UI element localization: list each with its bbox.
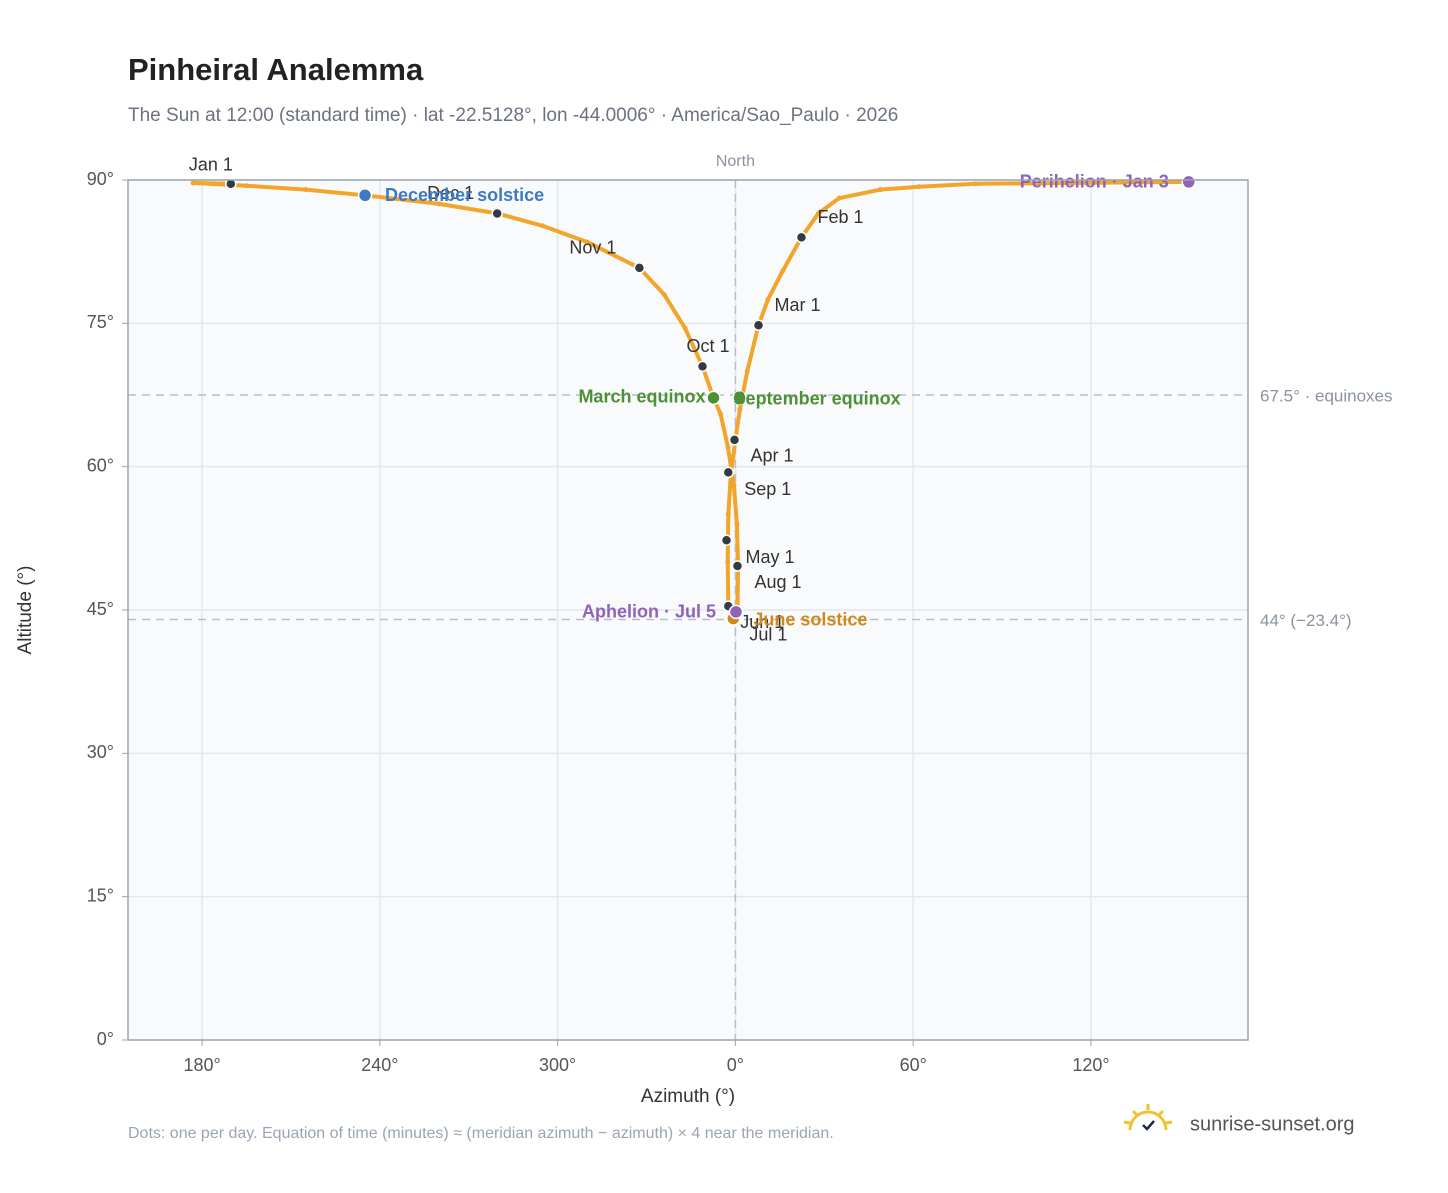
month-dot bbox=[225, 178, 237, 190]
month-label: Jun 1 bbox=[740, 612, 784, 632]
reference-label: 44° (−23.4°) bbox=[1260, 611, 1352, 630]
y-tick-label: 45° bbox=[87, 599, 114, 619]
chart-title: Pinheiral Analemma bbox=[128, 52, 424, 87]
month-label: Apr 1 bbox=[751, 446, 794, 466]
day-dot bbox=[303, 187, 309, 193]
event-label: Perihelion · Jan 3 bbox=[1020, 172, 1169, 192]
month-label: Nov 1 bbox=[569, 238, 616, 258]
y-tick-label: 15° bbox=[87, 885, 114, 905]
month-label: Dec 1 bbox=[427, 183, 474, 203]
month-dot bbox=[720, 534, 733, 546]
x-tick-label: 120° bbox=[1072, 1055, 1109, 1075]
month-label: Feb 1 bbox=[817, 207, 863, 227]
day-dot bbox=[878, 187, 884, 193]
brand-logo bbox=[1123, 1104, 1173, 1131]
event-dot bbox=[1181, 174, 1196, 190]
meridian-label: North bbox=[716, 153, 755, 170]
brand: sunrise-sunset.org bbox=[1190, 1113, 1355, 1135]
event-dot bbox=[357, 188, 373, 203]
y-axis-label: Altitude (°) bbox=[15, 566, 36, 655]
month-dot bbox=[752, 319, 765, 331]
y-tick-label: 30° bbox=[87, 742, 114, 762]
x-tick-label: 240° bbox=[361, 1055, 398, 1075]
month-label: Oct 1 bbox=[687, 336, 730, 356]
x-tick-label: 60° bbox=[900, 1055, 927, 1075]
event-dot bbox=[732, 390, 747, 406]
x-tick-label: 180° bbox=[183, 1055, 220, 1075]
month-dot bbox=[728, 434, 741, 446]
day-dot bbox=[734, 521, 740, 527]
month-label: Jul 1 bbox=[749, 624, 787, 644]
chart-subtitle: The Sun at 12:00 (standard time) · lat -… bbox=[128, 105, 898, 126]
day-dot bbox=[836, 195, 842, 201]
footnote: Dots: one per day. Equation of time (min… bbox=[128, 1125, 834, 1142]
x-axis-label: Azimuth (°) bbox=[641, 1086, 735, 1107]
month-dot bbox=[491, 207, 503, 220]
y-tick-label: 75° bbox=[87, 312, 114, 332]
event-label: March equinox bbox=[578, 387, 705, 407]
day-dot bbox=[436, 201, 442, 207]
event-dot bbox=[728, 604, 744, 620]
day-dot bbox=[744, 368, 750, 374]
event-label: June solstice bbox=[753, 609, 867, 629]
day-dot bbox=[725, 559, 731, 565]
day-dot bbox=[190, 180, 196, 186]
event-label: December solstice bbox=[385, 185, 544, 205]
month-label: Sep 1 bbox=[744, 479, 791, 499]
month-dot bbox=[795, 231, 808, 244]
month-label: Mar 1 bbox=[775, 295, 821, 315]
y-tick-label: 0° bbox=[97, 1029, 114, 1049]
event-label: September equinox bbox=[734, 389, 901, 409]
day-dot bbox=[731, 483, 737, 489]
day-dot bbox=[540, 223, 546, 229]
day-dot bbox=[765, 296, 771, 302]
day-dot bbox=[916, 184, 922, 190]
month-label: Jan 1 bbox=[189, 155, 233, 175]
day-dot bbox=[972, 181, 978, 187]
day-dot bbox=[725, 511, 731, 517]
month-dot bbox=[722, 466, 735, 479]
day-dot bbox=[682, 325, 688, 331]
month-dot bbox=[633, 262, 646, 274]
event-label: Aphelion · Jul 5 bbox=[582, 602, 716, 622]
x-tick-label: 0° bbox=[727, 1055, 744, 1075]
plot-border bbox=[127, 179, 1249, 1041]
day-dot bbox=[584, 239, 590, 245]
month-label: Aug 1 bbox=[755, 572, 802, 592]
day-dot bbox=[815, 210, 821, 216]
event-dot bbox=[706, 390, 721, 406]
day-dot bbox=[780, 268, 786, 274]
y-tick-label: 90° bbox=[87, 169, 114, 189]
y-tick-label: 60° bbox=[87, 455, 114, 475]
month-dot bbox=[696, 360, 709, 373]
day-dot bbox=[244, 183, 250, 189]
x-tick-label: 300° bbox=[539, 1055, 576, 1075]
month-dot bbox=[731, 560, 744, 572]
reference-label: 67.5° · equinoxes bbox=[1260, 386, 1393, 405]
day-dot bbox=[661, 292, 667, 298]
month-label: May 1 bbox=[745, 547, 794, 567]
day-dot bbox=[725, 445, 731, 451]
day-dot bbox=[718, 411, 724, 417]
day-dot bbox=[737, 406, 743, 412]
